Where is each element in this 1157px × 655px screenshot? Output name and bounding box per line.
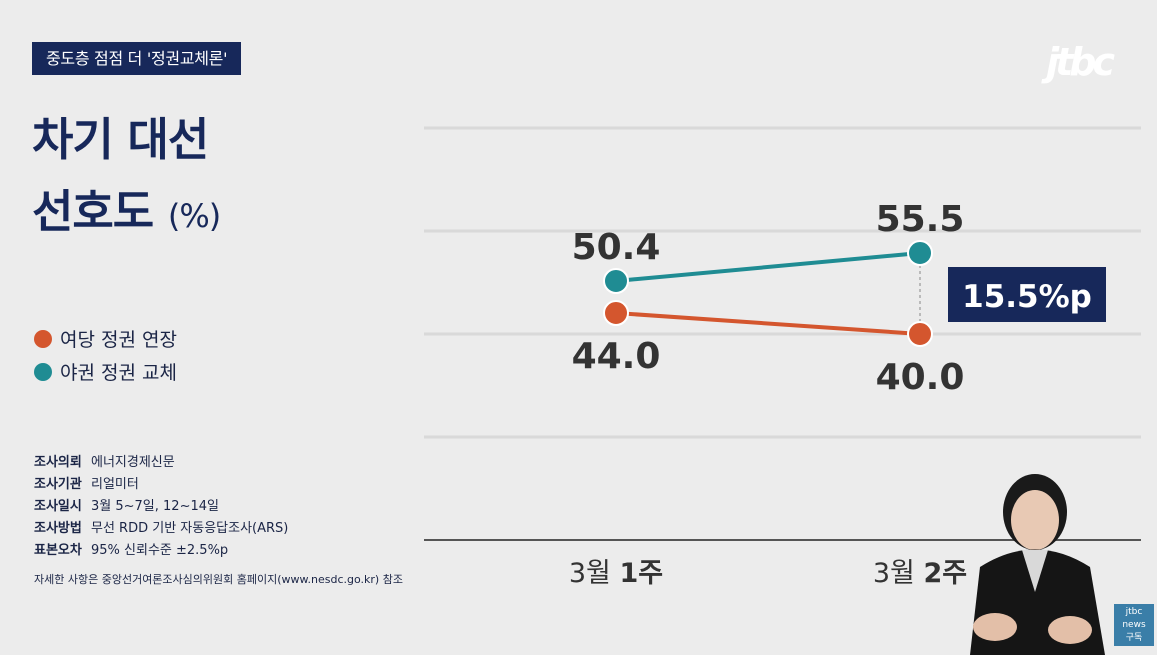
subscribe-badge[interactable]: jtbc news 구독	[1114, 604, 1154, 646]
data-label: 40.0	[876, 357, 965, 398]
legend-dot-ruling	[34, 329, 52, 348]
badge-line-2: news	[1122, 620, 1146, 630]
meta-value: 무선 RDD 기반 자동응답조사(ARS)	[91, 521, 289, 536]
badge-line-3: 구독	[1125, 633, 1143, 643]
legend: 여당 정권 연장 야권 정권 교체	[34, 322, 177, 388]
data-label: 55.5	[876, 199, 965, 240]
chart-series	[603, 240, 933, 347]
legend-label-opposition: 야권 정권 교체	[60, 362, 177, 384]
title-line-2-text: 선호도	[32, 185, 154, 238]
meta-value: 에너지경제신문	[91, 455, 175, 470]
meta-note: 자세한 사항은 중앙선거여론조사심의위원회 홈페이지(www.nesdc.go.…	[34, 573, 403, 586]
meta-row: 조사일시 3월 5~7일, 12~14일	[34, 495, 288, 517]
sign-language-interpreter	[970, 474, 1105, 655]
legend-item-ruling: 여당 정권 연장	[34, 322, 177, 355]
meta-row: 표본오차 95% 신뢰수준 ±2.5%p	[34, 539, 288, 561]
meta-key: 표본오차	[34, 543, 82, 558]
x-tick-label: 3월 1주	[569, 558, 663, 589]
data-point	[603, 268, 629, 294]
data-label: 50.4	[572, 227, 661, 268]
meta-row: 조사방법 무선 RDD 기반 자동응답조사(ARS)	[34, 517, 288, 539]
survey-meta: 조사의뢰 에너지경제신문 조사기관 리얼미터 조사일시 3월 5~7일, 12~14일…	[34, 451, 288, 561]
meta-value: 3월 5~7일, 12~14일	[91, 499, 219, 514]
legend-item-opposition: 야권 정권 교체	[34, 355, 177, 388]
series-line	[615, 311, 921, 336]
meta-row: 조사기관 리얼미터	[34, 473, 288, 495]
badge-line-1: jtbc	[1125, 607, 1143, 617]
gap-box	[932, 267, 1106, 322]
meta-key: 조사의뢰	[34, 455, 82, 470]
x-tick-label: 3월 2주	[873, 558, 967, 589]
gap-label: 15.5%p	[962, 279, 1092, 315]
title-unit: (%)	[167, 197, 221, 235]
chart-title: 차기 대선 선호도 (%)	[32, 104, 221, 252]
meta-key: 조사일시	[34, 499, 82, 514]
meta-value: 95% 신뢰수준 ±2.5%p	[91, 543, 229, 558]
chart-labels: 44.0 40.0 50.4 55.5 15.5%p	[572, 199, 1106, 398]
data-label: 44.0	[572, 336, 661, 377]
x-axis: 3월 1주 3월 2주	[569, 558, 967, 589]
legend-dot-opposition	[34, 362, 52, 381]
header-tag: 중도층 점점 더 '정권교체론'	[32, 42, 242, 75]
gap-annotation: 15.5%p	[932, 267, 1106, 322]
meta-key: 조사방법	[34, 521, 82, 536]
data-point	[907, 321, 933, 347]
jtbc-logo: jtbc	[1046, 40, 1115, 84]
meta-row: 조사의뢰 에너지경제신문	[34, 451, 288, 473]
title-line-1: 차기 대선	[32, 113, 209, 166]
data-point	[603, 300, 629, 326]
meta-value: 리얼미터	[91, 477, 139, 492]
legend-label-ruling: 여당 정권 연장	[60, 329, 177, 351]
data-point	[907, 240, 933, 266]
series-line	[615, 251, 921, 283]
meta-key: 조사기관	[34, 477, 82, 492]
title-line-2: 선호도 (%)	[32, 176, 221, 252]
